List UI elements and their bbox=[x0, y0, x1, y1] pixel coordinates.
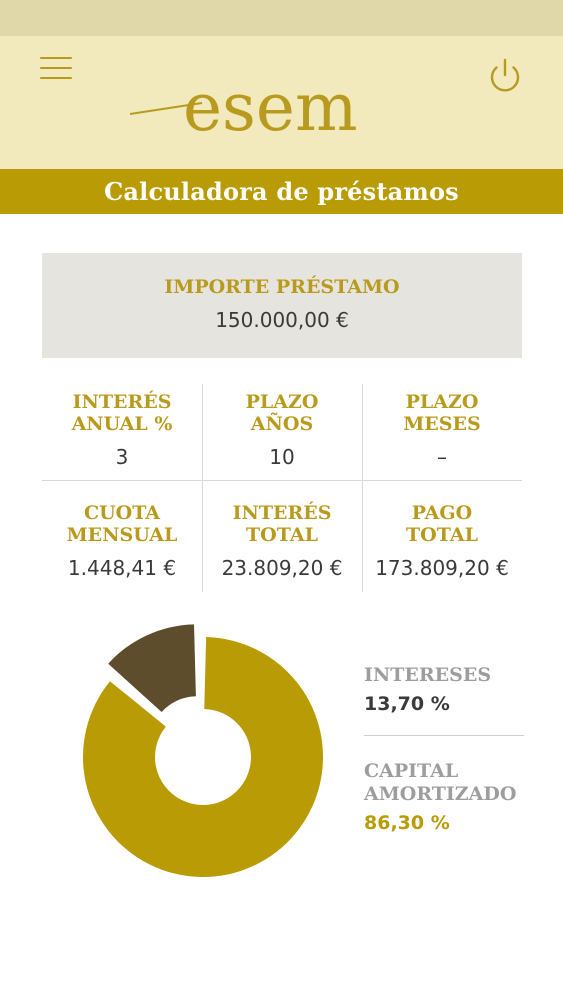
donut-chart bbox=[80, 622, 330, 882]
monthly-payment-cell: CUOTA MENSUAL 1.448,41 € bbox=[42, 480, 202, 584]
legend-divider bbox=[364, 735, 524, 736]
interest-rate-value[interactable]: 3 bbox=[115, 445, 129, 469]
grid-divider bbox=[362, 384, 363, 592]
total-interest-label: INTERÉS TOTAL bbox=[232, 502, 332, 546]
total-payment-value: 173.809,20 € bbox=[375, 556, 509, 580]
legend-value-interest: 13,70 % bbox=[364, 693, 450, 715]
logo-text: esem bbox=[183, 70, 358, 142]
grid-divider bbox=[42, 480, 522, 481]
legend-label-interest: INTERESES bbox=[364, 664, 492, 686]
total-payment-label: PAGO TOTAL bbox=[406, 502, 478, 546]
grid-divider bbox=[202, 384, 203, 592]
loan-amount-field[interactable]: IMPORTE PRÉSTAMO 150.000,00 € bbox=[42, 253, 522, 358]
legend-value-capital: 86,30 % bbox=[364, 812, 450, 834]
esem-logo: esem bbox=[128, 69, 388, 146]
chart-legend: INTERESES 13,70 % CAPITAL AMORTIZADO 86,… bbox=[364, 664, 524, 834]
total-interest-value: 23.809,20 € bbox=[221, 556, 343, 580]
term-years-value[interactable]: 10 bbox=[269, 445, 295, 469]
term-years-label: PLAZO AÑOS bbox=[245, 391, 319, 435]
total-interest-cell: INTERÉS TOTAL 23.809,20 € bbox=[202, 480, 362, 584]
donut-slice-capital bbox=[82, 637, 323, 877]
monthly-payment-label: CUOTA MENSUAL bbox=[66, 502, 178, 546]
hamburger-menu-icon[interactable] bbox=[40, 56, 74, 82]
interest-rate-field[interactable]: INTERÉS ANUAL % 3 bbox=[42, 384, 202, 488]
legend-label-capital: CAPITAL AMORTIZADO bbox=[364, 760, 517, 805]
total-payment-cell: PAGO TOTAL 173.809,20 € bbox=[362, 480, 522, 584]
loan-amount-label: IMPORTE PRÉSTAMO bbox=[164, 276, 400, 298]
monthly-payment-value: 1.448,41 € bbox=[67, 556, 177, 580]
loan-amount-value[interactable]: 150.000,00 € bbox=[215, 308, 349, 332]
term-months-field[interactable]: PLAZO MESES – bbox=[362, 384, 522, 488]
parameters-grid: INTERÉS ANUAL % 3 PLAZO AÑOS 10 PLAZO ME… bbox=[42, 384, 522, 592]
page-title: Calculadora de préstamos bbox=[104, 177, 459, 206]
interest-rate-label: INTERÉS ANUAL % bbox=[71, 391, 173, 435]
status-bar bbox=[0, 0, 563, 36]
term-years-field[interactable]: PLAZO AÑOS 10 bbox=[202, 384, 362, 488]
power-icon[interactable] bbox=[486, 56, 524, 96]
term-months-value[interactable]: – bbox=[437, 445, 447, 469]
app-header bbox=[0, 36, 563, 169]
title-bar: Calculadora de préstamos bbox=[0, 169, 563, 214]
donut-slice-interest bbox=[108, 624, 196, 713]
term-months-label: PLAZO MESES bbox=[403, 391, 481, 435]
